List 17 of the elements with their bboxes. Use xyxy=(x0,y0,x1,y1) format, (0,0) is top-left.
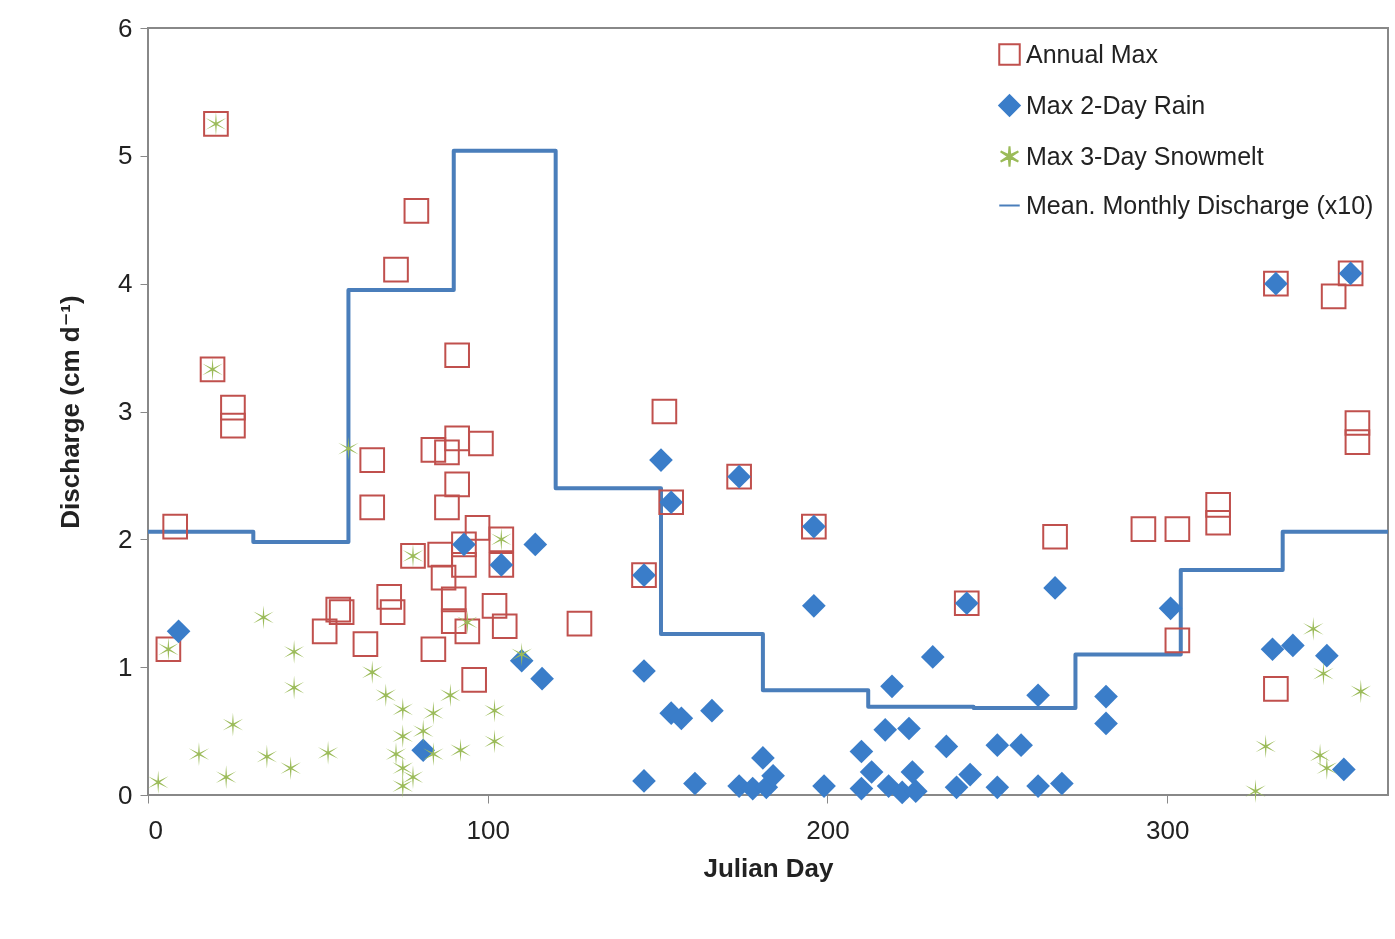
legend-label: Mean. Monthly Discharge (x10) xyxy=(1026,190,1374,219)
y-tick-label: 4 xyxy=(118,268,133,299)
legend-label: Annual Max xyxy=(1026,39,1159,68)
x-tick-label: 200 xyxy=(806,814,850,845)
y-tick-label: 0 xyxy=(118,779,133,810)
x-tick-label: 300 xyxy=(1145,814,1190,845)
y-tick-label: 5 xyxy=(118,140,133,171)
y-tick-label: 1 xyxy=(118,651,133,682)
y-tick-label: 3 xyxy=(118,396,133,426)
x-tick-label: 0 xyxy=(148,814,163,845)
y-tick-label: 6 xyxy=(118,12,133,43)
x-tick-label: 100 xyxy=(466,814,510,845)
legend-label: Max 2-Day Rain xyxy=(1026,90,1206,119)
y-axis-title: Discharge (cm d⁻¹) xyxy=(55,295,86,529)
legend-label: Max 3-Day Snowmelt xyxy=(1026,141,1264,170)
y-tick-label: 2 xyxy=(118,523,133,554)
x-axis-title: Julian Day xyxy=(703,852,835,883)
